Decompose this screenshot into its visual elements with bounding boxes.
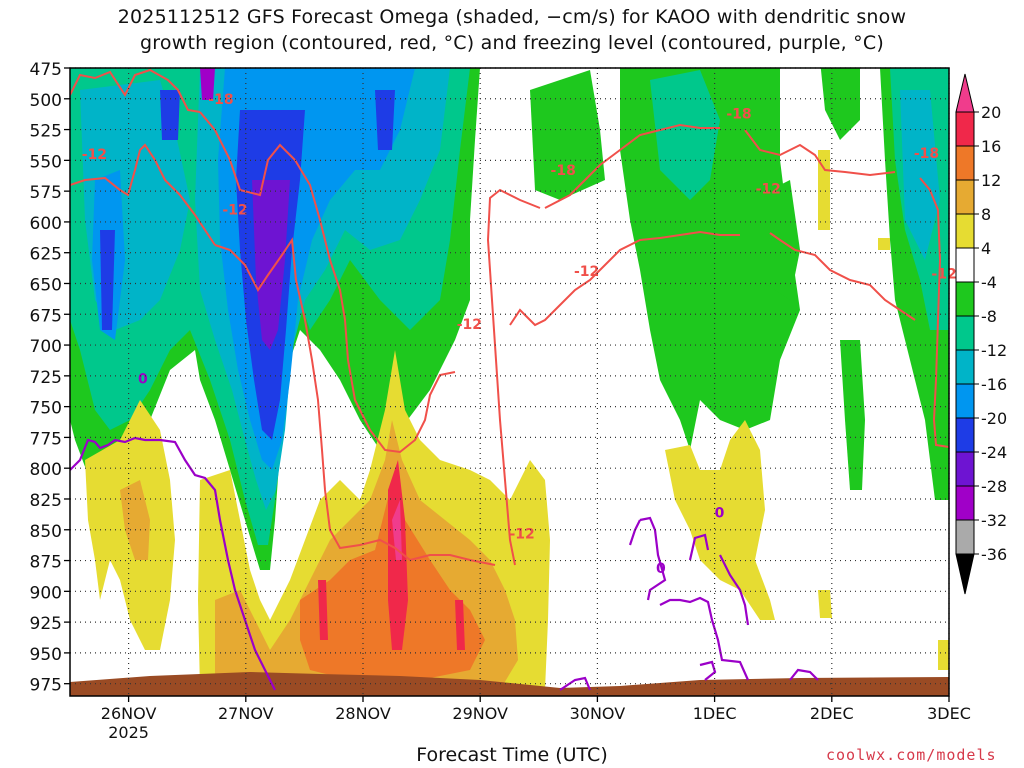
colorbar-bin xyxy=(955,349,975,385)
y-tick-label: 625 xyxy=(30,245,62,265)
contour-label: 0 xyxy=(656,561,666,577)
y-tick-label: 950 xyxy=(30,645,62,665)
colorbar-label: 8 xyxy=(981,205,991,224)
contour-label: -12 xyxy=(931,267,956,283)
colorbar-bin xyxy=(955,111,975,147)
contour-label: -12 xyxy=(82,147,107,163)
colorbar-label: -12 xyxy=(981,341,1007,360)
y-tick-label: 825 xyxy=(30,491,62,511)
x-axis-label: Forecast Time (UTC) xyxy=(416,744,608,766)
colorbar-bin xyxy=(955,281,975,317)
y-tick-label: 975 xyxy=(30,676,62,696)
colorbar-bin xyxy=(955,383,975,419)
x-tick-label: 27NOV xyxy=(218,704,274,723)
x-tick-label: 3DEC xyxy=(927,704,971,723)
omega-shading xyxy=(70,68,949,690)
y-tick-label: 600 xyxy=(30,214,62,234)
colorbar-bin xyxy=(955,485,975,521)
contour-label: -12 xyxy=(574,264,599,280)
colorbar-label: -32 xyxy=(981,511,1007,530)
y-tick-label: 725 xyxy=(30,368,62,388)
chart-title-line-2: growth region (contoured, red, °C) and f… xyxy=(140,32,884,54)
colorbar-bin xyxy=(955,519,975,555)
colorbar-label: -8 xyxy=(981,307,997,326)
contour-labels: -18 -12 -12 -18 -12 -12 -18 -12 -18 -12 -12 0 0 0 xyxy=(82,92,957,577)
colorbar-bin xyxy=(955,179,975,215)
colorbar-bin xyxy=(955,213,975,249)
contour-label: -12 xyxy=(510,526,535,542)
contour-label: -12 xyxy=(222,203,247,219)
contour-label: -18 xyxy=(208,92,233,108)
x-tick-label: 28NOV xyxy=(335,704,391,723)
x-tick-label: 29NOV xyxy=(452,704,508,723)
contour-label: -18 xyxy=(914,146,939,162)
colorbar-label: -20 xyxy=(981,409,1007,428)
y-tick-label: 525 xyxy=(30,122,62,142)
ground-terrain xyxy=(70,672,949,696)
x-tick-label: 26NOV xyxy=(101,704,157,723)
chart-title-line-1: 2025112512 GFS Forecast Omega (shaded, −… xyxy=(117,6,907,28)
y-tick-label: 700 xyxy=(30,337,62,357)
colorbar-label: 4 xyxy=(981,239,991,258)
colorbar-label: -24 xyxy=(981,443,1007,462)
y-tick-label: 675 xyxy=(30,306,62,326)
y-tick-label: 550 xyxy=(30,152,62,172)
y-tick-label: 900 xyxy=(30,583,62,603)
colorbar-bin xyxy=(955,451,975,487)
y-tick-label: 775 xyxy=(30,429,62,449)
colorbar-bin xyxy=(955,417,975,453)
y-tick-label: 475 xyxy=(30,60,62,80)
y-tick-label: 850 xyxy=(30,522,62,542)
colorbar-label: 12 xyxy=(981,171,1001,190)
y-tick-label: 875 xyxy=(30,553,62,573)
contour-label: -18 xyxy=(726,107,751,123)
x-tick-label: 2DEC xyxy=(810,704,854,723)
colorbar-label: -36 xyxy=(981,545,1007,564)
freezing-level-contours xyxy=(70,436,819,691)
contour-label: -12 xyxy=(756,182,781,198)
colorbar-label: -4 xyxy=(981,273,997,292)
colorbar-label: 20 xyxy=(981,103,1001,122)
colorbar-bottom-arrow xyxy=(955,553,975,595)
x-tick-label: 30NOV xyxy=(570,704,626,723)
colorbar-label: 16 xyxy=(981,137,1001,156)
y-tick-label: 750 xyxy=(30,399,62,419)
y-tick-label: 800 xyxy=(30,460,62,480)
colorbar-bin xyxy=(955,247,975,283)
y-tick-label: 575 xyxy=(30,183,62,203)
contour-label: -12 xyxy=(457,317,482,333)
x-tick-label: 1DEC xyxy=(693,704,737,723)
axes: 475 500 525 550 575 600 625 650 675 700 725 750 775 8… xyxy=(30,60,971,742)
plot-frame xyxy=(69,67,950,697)
contour-label: 0 xyxy=(138,371,148,387)
colorbar-bin xyxy=(955,145,975,181)
colorbar-top-arrow xyxy=(955,73,975,113)
colorbar: 20 16 12 8 4 -4 -8 -12 -16 -20 -24 -28 -32 -36 xyxy=(955,73,1007,595)
y-tick-label: 650 xyxy=(30,275,62,295)
contour-label: -18 xyxy=(551,163,576,179)
colorbar-label: -16 xyxy=(981,375,1007,394)
y-tick-label: 925 xyxy=(30,614,62,634)
dendritic-growth-contours xyxy=(70,68,949,566)
colorbar-bin xyxy=(955,315,975,351)
colorbar-label: -28 xyxy=(981,477,1007,496)
contour-label: 0 xyxy=(715,506,725,522)
x-tick-sublabel: 2025 xyxy=(108,723,149,742)
y-tick-label: 500 xyxy=(30,91,62,111)
source-credit: coolwx.com/models xyxy=(826,746,997,764)
